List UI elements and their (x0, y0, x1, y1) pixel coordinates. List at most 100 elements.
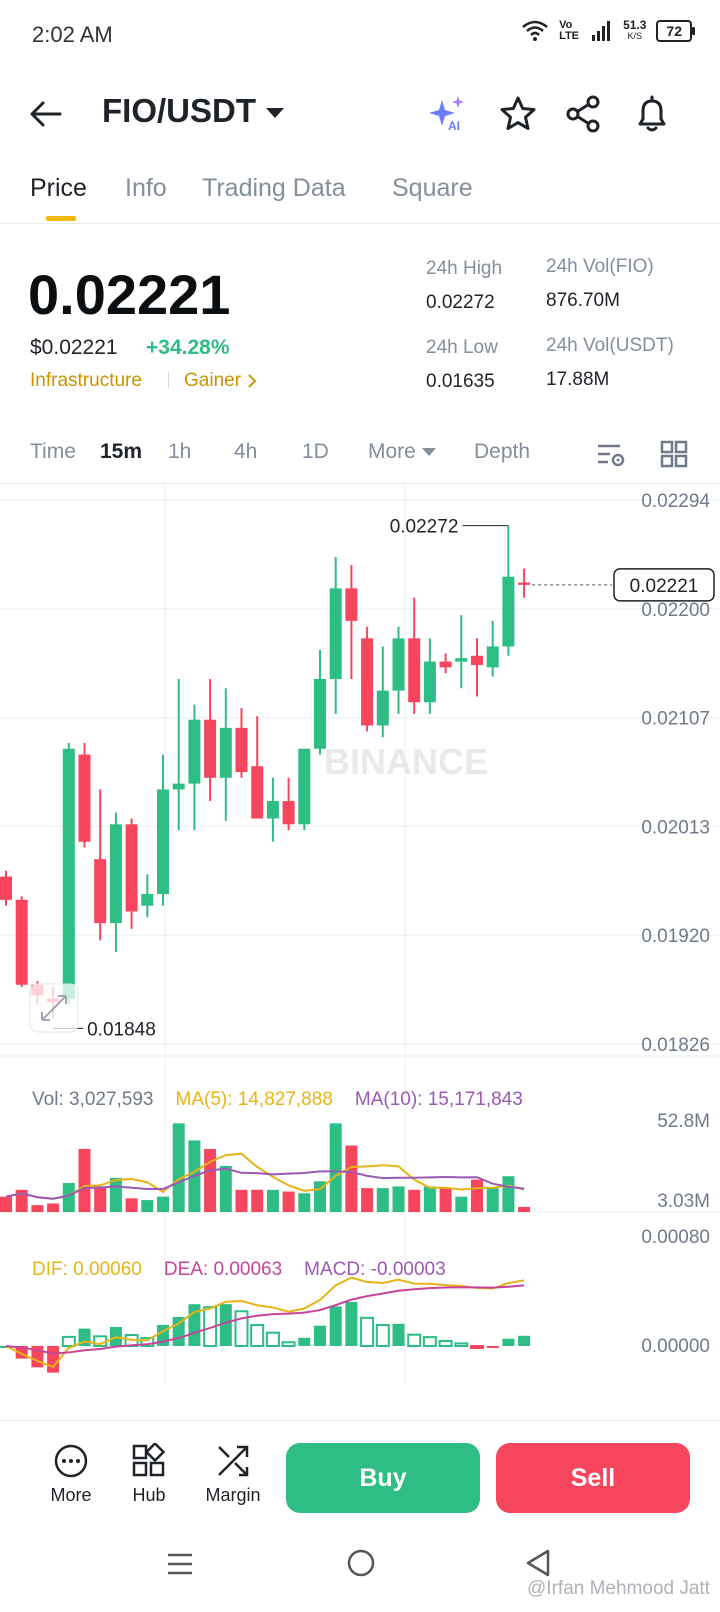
tab-price[interactable]: Price (30, 174, 87, 202)
volume-bar (502, 1176, 515, 1212)
interval-time[interactable]: Time (30, 440, 76, 463)
candle-body (486, 646, 499, 668)
dea-line (5, 1284, 525, 1355)
low-value: 0.01635 (426, 371, 495, 392)
indicator-settings-button[interactable] (596, 440, 626, 475)
high-value: 0.02272 (426, 292, 495, 313)
volume-bar (361, 1188, 374, 1212)
macd-bar (422, 1336, 437, 1348)
volume-bar (486, 1188, 499, 1212)
macd-bar (407, 1333, 422, 1348)
share-button[interactable] (564, 94, 604, 134)
chevron-right-icon (248, 374, 257, 388)
macd-bar (250, 1324, 265, 1348)
candle-body (125, 824, 138, 912)
candle-body (109, 824, 122, 924)
more-icon (54, 1444, 88, 1478)
price-tick-label: 0.02294 (641, 491, 710, 512)
macd-bar (502, 1338, 515, 1346)
candle-body (423, 661, 436, 703)
status-bar: 2:02 AM Vo LTE 51.3 K/S 72 (0, 0, 720, 72)
triangle-back-icon (526, 1549, 550, 1577)
price-tick-label: 0.01920 (641, 926, 710, 947)
candle-body (408, 638, 421, 703)
volume-bar (141, 1200, 154, 1212)
macd-max-label: 0.00080 (641, 1227, 710, 1248)
interval-more[interactable]: More (368, 440, 436, 464)
macd-histogram: 0.00080 0.00000 (0, 1227, 710, 1373)
layout-button[interactable] (660, 440, 688, 473)
macd-bar (438, 1340, 453, 1348)
macd-bar (47, 1346, 60, 1373)
last-price-box (613, 568, 715, 602)
interval-1d[interactable]: 1D (302, 440, 329, 463)
active-tab-indicator (46, 216, 76, 221)
favorite-button[interactable] (498, 94, 538, 134)
vol-base-label: 24h Vol(FIO) (546, 256, 654, 277)
tab-square[interactable]: Square (392, 174, 473, 202)
chart-grid (0, 484, 720, 1384)
volte-label: Vo LTE (559, 19, 580, 42)
more-button[interactable]: More (36, 1443, 106, 1506)
macd-legend: DIF: 0.00060 DEA: 0.00063 MACD: -0.00003 (32, 1259, 446, 1281)
candle-body (471, 655, 483, 666)
ma5-value: MA(5): 14,827,888 (175, 1089, 333, 1110)
bottom-action-bar: More Hub Margin Buy Sell (0, 1420, 720, 1530)
zoom-button[interactable] (29, 983, 79, 1033)
macd-bar (140, 1337, 155, 1348)
interval-1h[interactable]: 1h (168, 440, 192, 463)
volume-legend: Vol: 3,027,593 MA(5): 14,827,888 MA(10):… (32, 1089, 523, 1111)
buy-button[interactable]: Buy (286, 1443, 480, 1513)
category-tag[interactable]: Infrastructure (30, 370, 142, 391)
macd-bar (518, 1335, 531, 1346)
hub-button[interactable]: Hub (114, 1443, 184, 1506)
macd-bar (329, 1306, 342, 1346)
main-tabs: Price Info Trading Data Square (0, 160, 720, 224)
interval-4h[interactable]: 4h (234, 440, 258, 463)
candle-body (188, 719, 201, 784)
chart-annotations: 0.02272 0.01848 0.02221 (53, 517, 715, 1040)
candle-body (15, 899, 28, 985)
volume-bar (266, 1189, 279, 1212)
signal-icon (592, 21, 611, 41)
macd-bar (234, 1310, 249, 1347)
depth-tab[interactable]: Depth (474, 440, 531, 463)
margin-button[interactable]: Margin (194, 1443, 272, 1506)
arrow-left-icon (30, 101, 62, 127)
price-tick-label: 0.02200 (641, 600, 710, 621)
dif-line (5, 1276, 525, 1369)
volume-bar (125, 1198, 138, 1212)
tab-info[interactable]: Info (125, 174, 167, 202)
volume-bar (518, 1206, 531, 1212)
status-icons: Vo LTE 51.3 K/S 72 (521, 19, 695, 42)
volume-bar (376, 1188, 389, 1212)
header: FIO/USDT AI (0, 78, 720, 150)
candle-body (78, 754, 91, 842)
expand-icon (41, 995, 67, 1021)
price-chart[interactable]: BINANCE 0.02294 0.02200 0.02107 0.02013 0.01… (0, 484, 720, 1420)
pair-selector[interactable]: FIO/USDT (102, 92, 284, 130)
tab-trading-data[interactable]: Trading Data (202, 174, 346, 202)
ai-sparkle-icon: AI (429, 96, 464, 133)
sell-button[interactable]: Sell (496, 1443, 690, 1513)
volume-bar (408, 1189, 421, 1212)
candle-body (345, 588, 358, 621)
interval-bar: Time 15m 1h 4h 1D More Depth (0, 424, 720, 484)
volume-bar (423, 1186, 436, 1212)
home-button[interactable] (346, 1548, 376, 1583)
dif-value: DIF: 0.00060 (32, 1259, 142, 1280)
max-price-label: 0.02272 (390, 517, 459, 538)
bell-icon (638, 95, 666, 132)
candle-body (0, 876, 12, 900)
alert-button[interactable] (632, 94, 672, 134)
gainer-tag[interactable]: Gainer (184, 370, 257, 392)
back-button[interactable] (28, 96, 68, 132)
candle-body (439, 661, 452, 668)
back-nav-button[interactable] (524, 1548, 552, 1583)
ai-button[interactable]: AI (428, 94, 468, 134)
volume-value: Vol: 3,027,593 (32, 1089, 154, 1110)
home-circle-icon (347, 1549, 375, 1577)
recents-button[interactable] (166, 1550, 194, 1583)
candle-body (329, 588, 342, 680)
interval-15m[interactable]: 15m (100, 440, 143, 463)
